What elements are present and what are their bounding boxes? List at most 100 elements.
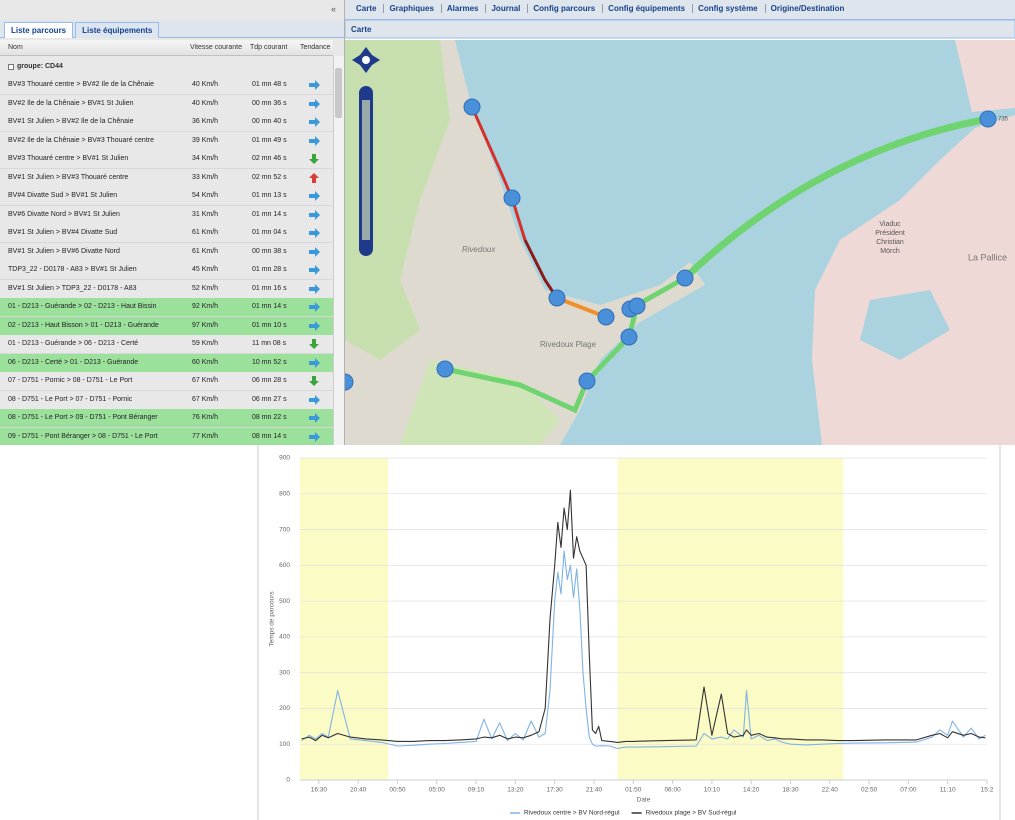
top-tab[interactable]: Config parcours xyxy=(527,4,600,13)
speed: 54 Km/h xyxy=(192,192,218,199)
legend-label[interactable]: Rivedoux centre > BV Nord-régul xyxy=(524,810,620,817)
route-name: BV#1 St Julien > TDP3_22 - D0178 - A83 xyxy=(8,285,136,292)
route-row[interactable]: 01 - D213 - Guérande > 06 - D213 - Certé… xyxy=(0,335,333,354)
sensor-point[interactable] xyxy=(598,309,614,325)
route-row[interactable]: 02 - D213 - Haut Bisson > 01 - D213 - Gu… xyxy=(0,317,333,336)
map-label: Président xyxy=(875,230,905,237)
speed: 31 Km/h xyxy=(192,211,218,218)
route-row[interactable]: 08 - D751 - Le Port > 07 - D751 - Pornic… xyxy=(0,391,333,410)
route-name: 01 - D213 - Guérande > 02 - D213 - Haut … xyxy=(8,303,156,310)
speed: 36 Km/h xyxy=(192,118,218,125)
sensor-point[interactable] xyxy=(464,99,480,115)
speed: 61 Km/h xyxy=(192,229,218,236)
x-tick-label: 02:50 xyxy=(861,787,878,794)
y-tick-label: 300 xyxy=(279,669,290,676)
column-header[interactable]: Tdp courant xyxy=(250,44,287,51)
top-tab[interactable]: Journal xyxy=(485,4,525,13)
speed: 60 Km/h xyxy=(192,359,218,366)
map-label: Mörch xyxy=(880,248,900,255)
list-tab[interactable]: Liste équipements xyxy=(75,22,159,38)
night-band xyxy=(300,458,388,780)
travel-time: 01 mn 28 s xyxy=(252,266,287,273)
map-panel: Carte RivedouxRivedoux PlageLa Pallice735… xyxy=(345,20,1015,445)
trend-icon xyxy=(308,153,320,165)
trend-arrow xyxy=(309,191,320,201)
trend-icon xyxy=(308,227,320,239)
route-row[interactable]: 01 - D213 - Guérande > 02 - D213 - Haut … xyxy=(0,298,333,317)
map-label: Rivedoux xyxy=(462,245,496,254)
speed: 40 Km/h xyxy=(192,81,218,88)
trend-icon xyxy=(308,246,320,258)
route-row[interactable]: 07 - D751 - Pornic > 08 - D751 - Le Port… xyxy=(0,372,333,391)
map-label: Viaduc xyxy=(879,221,901,228)
travel-time: 02 mn 52 s xyxy=(252,174,287,181)
x-tick-label: 09:10 xyxy=(468,787,485,794)
route-name: BV#3 Thouaré centre > BV#2 Ile de la Chê… xyxy=(8,81,154,88)
top-tab[interactable]: Alarmes xyxy=(441,4,484,13)
trend-arrow xyxy=(309,265,320,275)
column-header[interactable]: Nom xyxy=(8,44,23,51)
legend-label[interactable]: Rivedoux plage > BV Sud-régul xyxy=(646,810,737,817)
map-header: Carte xyxy=(351,25,372,34)
sensor-point[interactable] xyxy=(980,111,996,127)
y-tick-label: 600 xyxy=(279,562,290,569)
top-tabs: «CarteGraphiquesAlarmesJournalConfig par… xyxy=(345,0,1015,20)
sensor-point[interactable] xyxy=(677,270,693,286)
x-tick-label: 06:00 xyxy=(664,787,681,794)
collapse-button[interactable]: « xyxy=(331,4,336,14)
sensor-point[interactable] xyxy=(621,329,637,345)
travel-time: 08 mn 14 s xyxy=(252,433,287,440)
x-tick-label: 07:00 xyxy=(900,787,917,794)
sensor-point[interactable] xyxy=(579,373,595,389)
route-row[interactable]: 06 - D213 - Certé > 01 - D213 - Guérande… xyxy=(0,354,333,373)
y-axis-title: Temps de parcours xyxy=(269,591,276,647)
route-row[interactable]: 09 - D751 - Pont Béranger > 08 - D751 - … xyxy=(0,428,333,446)
route-name: 06 - D213 - Certé > 01 - D213 - Guérande xyxy=(8,359,138,366)
x-tick-label: 21:40 xyxy=(586,787,603,794)
sensor-point[interactable] xyxy=(549,290,565,306)
sensor-point[interactable] xyxy=(437,361,453,377)
top-tab[interactable]: Origine/Destination xyxy=(765,4,850,13)
top-tab[interactable]: Config équipements xyxy=(602,4,690,13)
map-canvas: RivedouxRivedoux PlageLa Pallice735Viadu… xyxy=(345,40,1015,445)
route-row[interactable]: BV#2 Ile de la Chênaie > BV#3 Thouaré ce… xyxy=(0,132,333,151)
x-tick-label: 15:2 xyxy=(981,787,994,794)
trend-arrow xyxy=(309,173,319,183)
travel-time: 02 mn 46 s xyxy=(252,155,287,162)
list-tab[interactable]: Liste parcours xyxy=(4,22,73,38)
x-tick-label: 10:10 xyxy=(704,787,721,794)
route-name: BV#2 Ile de la Chênaie > BV#3 Thouaré ce… xyxy=(8,137,154,144)
speed: 67 Km/h xyxy=(192,377,218,384)
top-tab[interactable]: Graphiques xyxy=(383,4,438,13)
column-header[interactable]: Vitesse courante xyxy=(190,44,242,51)
route-name: BV#4 Divatte Sud > BV#1 St Julien xyxy=(8,192,117,199)
sensor-point[interactable] xyxy=(504,190,520,206)
top-tab[interactable]: Carte xyxy=(351,4,381,13)
trend-icon xyxy=(308,412,320,424)
travel-time: 01 mn 48 s xyxy=(252,81,287,88)
route-row[interactable]: BV#4 Divatte Sud > BV#1 St Julien 54 Km/h… xyxy=(0,187,333,206)
travel-time: 01 mn 16 s xyxy=(252,285,287,292)
sensor-point[interactable] xyxy=(629,298,645,314)
trend-arrow xyxy=(309,376,319,386)
scroll-thumb[interactable] xyxy=(335,68,342,118)
route-row[interactable]: 08 - D751 - Le Port > 09 - D751 - Pont B… xyxy=(0,409,333,428)
route-row[interactable]: BV#3 Thouaré centre > BV#2 Ile de la Chê… xyxy=(0,76,333,95)
trend-arrow xyxy=(309,228,320,238)
trend-arrow xyxy=(309,210,320,220)
top-tab[interactable]: Config système xyxy=(692,4,763,13)
page: Liste parcoursListe équipements Nom Vitess… xyxy=(0,0,1015,820)
trend-arrow xyxy=(309,284,320,294)
y-tick-label: 200 xyxy=(279,705,290,712)
route-name: 01 - D213 - Guérande > 06 - D213 - Certé xyxy=(8,340,138,347)
column-header[interactable]: Tendance xyxy=(300,44,330,51)
